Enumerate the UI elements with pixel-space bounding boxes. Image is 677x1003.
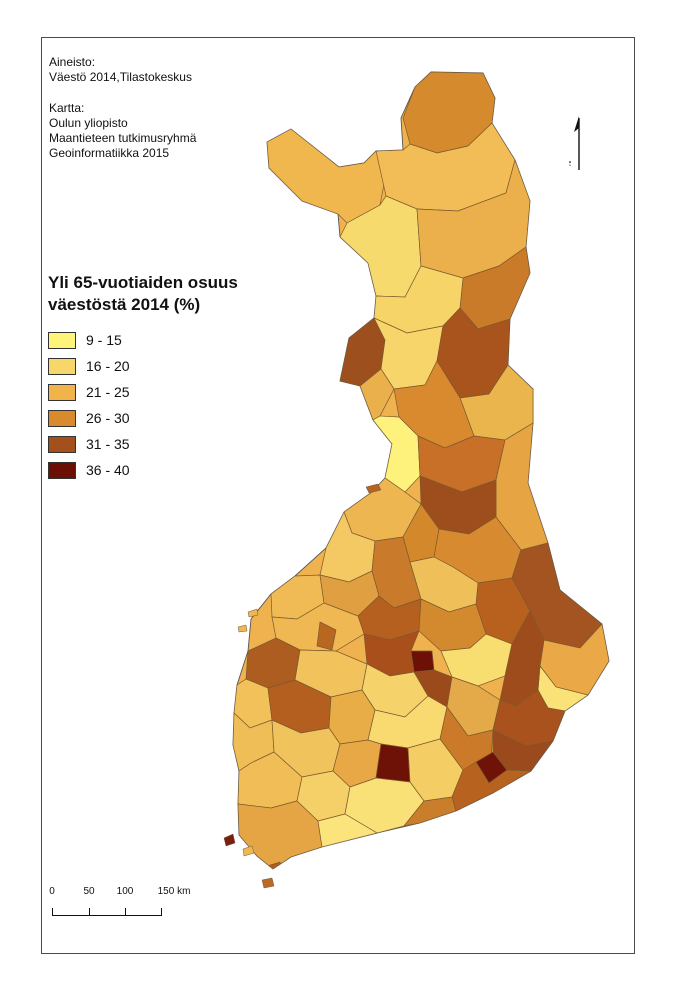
legend-title-line1: Yli 65-vuotiaiden osuus xyxy=(48,273,238,292)
island-archipelago xyxy=(242,845,255,857)
region-enontekio xyxy=(266,128,387,224)
legend-swatch xyxy=(48,435,76,453)
map-heading: Kartta: xyxy=(49,101,85,115)
legend-label: 21 - 25 xyxy=(86,384,130,400)
legend-title: Yli 65-vuotiaiden osuus väestöstä 2014 (… xyxy=(48,272,238,316)
island-hailuoto xyxy=(365,483,382,494)
coastal-islands xyxy=(223,483,382,889)
legend-item: 16 - 20 xyxy=(48,353,130,379)
scale-tick-100 xyxy=(125,908,126,916)
scale-label-50: 50 xyxy=(83,886,95,897)
scale-line xyxy=(52,908,162,916)
legend-swatch xyxy=(48,409,76,427)
map-line-university: Oulun yliopisto xyxy=(49,116,128,130)
legend-label: 36 - 40 xyxy=(86,462,130,478)
region-porvoo xyxy=(403,796,457,827)
legend-title-line2: väestöstä 2014 (%) xyxy=(48,295,201,314)
region-alavus xyxy=(316,621,337,651)
legend-item: 36 - 40 xyxy=(48,457,130,483)
finland-landmass xyxy=(223,71,610,889)
legend-swatch xyxy=(48,383,76,401)
legend-label: 26 - 30 xyxy=(86,410,130,426)
map-line-research-group: Maantieteen tutkimusryhmä xyxy=(49,131,197,145)
legend-item: 26 - 30 xyxy=(48,405,130,431)
scalebar: 0 50 100 150 km xyxy=(44,886,204,926)
legend-item: 31 - 35 xyxy=(48,431,130,457)
legend-swatch xyxy=(48,331,76,349)
scale-label-0: 0 xyxy=(49,886,55,897)
north-arrow-label: N xyxy=(569,161,573,166)
legend-item: 21 - 25 xyxy=(48,379,130,405)
region-kemi xyxy=(359,368,395,421)
scale-tick-50 xyxy=(89,908,90,916)
region-kuopio-center xyxy=(410,650,435,673)
island-kvarken-1 xyxy=(247,608,259,618)
source-heading: Aineisto: xyxy=(49,55,96,69)
legend-swatch xyxy=(48,357,76,375)
legend-swatch xyxy=(48,461,76,479)
island-aland-1 xyxy=(223,833,236,847)
region-salo xyxy=(237,800,323,869)
legend-label: 16 - 20 xyxy=(86,358,130,374)
island-aland-2 xyxy=(261,877,275,889)
scale-label-150: 150 km xyxy=(157,886,191,897)
map-credits: Aineisto: Väestö 2014,Tilastokeskus Kart… xyxy=(49,55,196,161)
north-arrow-head xyxy=(574,116,579,132)
region-padasjoki xyxy=(375,743,411,783)
scale-label-100: 100 xyxy=(116,886,134,897)
region-espoo xyxy=(317,813,378,848)
legend-label: 31 - 35 xyxy=(86,436,130,452)
island-kvarken-2 xyxy=(237,624,248,633)
north-arrow: N xyxy=(569,116,580,170)
source-text: Väestö 2014,Tilastokeskus xyxy=(49,70,192,84)
legend-label: 9 - 15 xyxy=(86,332,122,348)
legend-list: 9 - 15 16 - 20 21 - 25 26 - 30 31 - 35 36 - 4… xyxy=(48,327,130,483)
map-line-geoinformatics: Geoinformatiikka 2015 xyxy=(49,146,170,160)
legend-item: 9 - 15 xyxy=(48,327,130,353)
